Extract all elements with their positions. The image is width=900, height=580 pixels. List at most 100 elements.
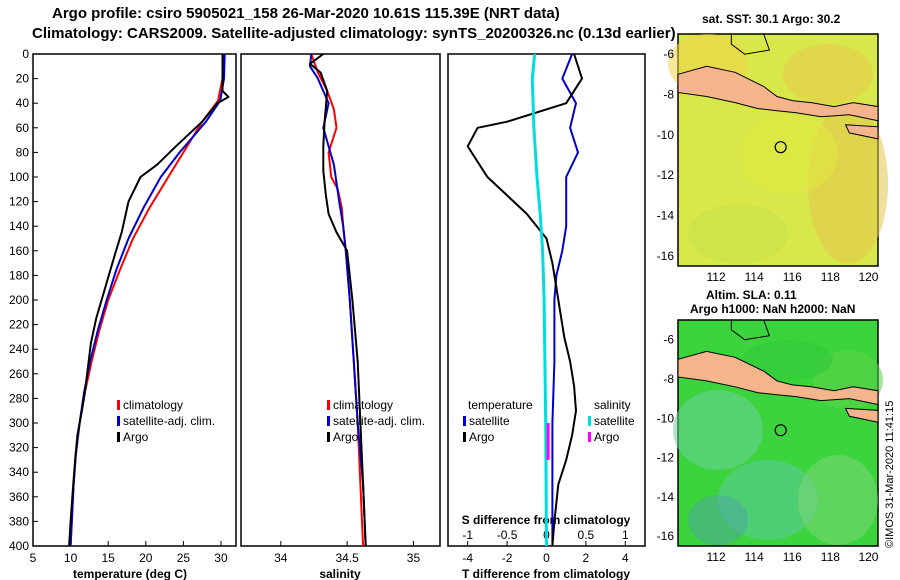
diff-line-t-argo <box>466 53 583 547</box>
sla-map-shade-5 <box>743 340 833 380</box>
depth-tick-label-13: 260 <box>9 367 29 381</box>
temperature-legend-1-label: satellite-adj. clim. <box>123 414 215 428</box>
temperature-xtick-label-3: 20 <box>139 551 153 565</box>
sdiff-xtick-label-0: -1 <box>462 528 473 542</box>
depth-tick-label-0: 0 <box>22 47 29 61</box>
depth-tick-label-12: 240 <box>9 342 29 356</box>
sla-map-shade-2 <box>688 495 748 545</box>
temperature-xlabel: temperature (deg C) <box>73 567 187 580</box>
tdiff-xtick-label-0: -4 <box>462 551 473 565</box>
temperature-legend-1-swatch <box>117 416 120 426</box>
depth-tick-label-10: 200 <box>9 293 29 307</box>
temperature-xtick-label-0: 5 <box>30 551 37 565</box>
sst-map-xtick-label-3: 118 <box>821 270 840 284</box>
figure-title-line1: Argo profile: csiro 5905021_158 26-Mar-2… <box>52 5 560 22</box>
diff-legend-t-satellite-label: satellite <box>469 414 510 428</box>
sst-map-coast-north <box>730 33 771 55</box>
sla-map-argo-marker <box>774 424 787 437</box>
depth-tick-label-18: 360 <box>9 490 29 504</box>
temperature-xtick-label-2: 15 <box>102 551 116 565</box>
sla-map-shade-0 <box>673 390 763 470</box>
depth-tick-label-11: 220 <box>9 318 29 332</box>
temperature-legend-2-label: Argo <box>123 430 149 444</box>
sst-map-shade-4 <box>738 114 838 194</box>
depth-tick-label-19: 380 <box>9 514 29 528</box>
diff-legend-s-argo-label: Argo <box>594 430 620 444</box>
sla-map-title-1: Altim. SLA: 0.11 <box>706 288 797 302</box>
temperature-xtick-label-4: 25 <box>177 551 191 565</box>
sla-map-ytick-label-4: -14 <box>657 490 675 504</box>
salinity-legend-2-label: Argo <box>333 430 359 444</box>
sla-map-land <box>677 350 879 406</box>
salinity-legend-1-swatch <box>327 416 330 426</box>
sst-map-ytick-label-1: -8 <box>663 88 674 102</box>
figure-title-line2: Climatology: CARS2009. Satellite-adjuste… <box>32 25 676 42</box>
sst-map-land <box>677 65 879 122</box>
sst-map-argo-marker <box>774 141 787 154</box>
sst-map-island-sumba <box>844 124 879 140</box>
depth-tick-label-5: 100 <box>9 170 29 184</box>
temperature-line-argo <box>68 54 230 547</box>
sst-map-ytick-label-3: -12 <box>657 168 675 182</box>
depth-tick-label-17: 340 <box>9 465 29 479</box>
sla-map-xtick-label-3: 118 <box>821 550 840 564</box>
sst-map-shade-1 <box>783 44 873 104</box>
sst-map-title: sat. SST: 30.1 Argo: 30.2 <box>702 12 841 26</box>
depth-tick-label-6: 120 <box>9 195 29 209</box>
tdiff-xtick-label-3: 2 <box>583 551 590 565</box>
sst-map-xtick-label-0: 112 <box>707 270 726 284</box>
sdiff-xtick-label-3: 0.5 <box>578 528 595 542</box>
salinity-xtick-label-1: 34.5 <box>335 551 359 565</box>
sla-map-ytick-label-3: -12 <box>657 451 675 465</box>
temperature-xtick-label-1: 10 <box>64 551 78 565</box>
sla-map-shade-3 <box>798 455 878 545</box>
sla-map-ytick-label-2: -10 <box>657 411 675 425</box>
diff-legend-s-satellite-label: satellite <box>594 414 635 428</box>
sla-map-island-sumba <box>844 407 879 423</box>
sst-map-xtick-label-1: 114 <box>745 270 764 284</box>
temperature-panel-frame <box>32 53 237 547</box>
depth-tick-label-4: 80 <box>16 145 30 159</box>
depth-tick-label-15: 300 <box>9 416 29 430</box>
salinity-xlabel: salinity <box>319 567 361 580</box>
salinity-panel-frame <box>240 53 441 547</box>
sst-map-ytick-label-2: -10 <box>657 128 675 142</box>
tdiff-xtick-label-4: 4 <box>622 551 629 565</box>
tdiff-xtick-label-2: 0 <box>543 551 550 565</box>
sst-map-ytick-label-5: -16 <box>657 249 675 263</box>
sla-map-ytick-label-1: -8 <box>663 372 674 386</box>
depth-tick-label-2: 40 <box>16 96 30 110</box>
salinity-xtick-label-0: 34 <box>274 551 288 565</box>
depth-tick-label-8: 160 <box>9 244 29 258</box>
salinity-line-argo <box>309 53 367 547</box>
diff-legend-t-satellite-swatch <box>463 416 466 426</box>
depth-tick-label-7: 140 <box>9 219 29 233</box>
sst-map-xtick-label-4: 120 <box>858 270 878 284</box>
depth-tick-label-9: 180 <box>9 268 29 282</box>
temperature-xtick-label-5: 30 <box>214 551 228 565</box>
sla-map-xtick-label-2: 116 <box>783 550 802 564</box>
depth-tick-label-16: 320 <box>9 441 29 455</box>
salinity-legend-0-swatch <box>327 400 330 410</box>
diff-line-s-satellite <box>530 53 548 547</box>
depth-tick-label-20: 400 <box>9 539 29 553</box>
temperature-legend-0-label: climatology <box>123 398 183 412</box>
diff-legend-s-satellite-swatch <box>588 416 591 426</box>
sst-map-shade-3 <box>688 204 788 264</box>
sla-map-coast-north <box>730 319 771 341</box>
sla-map-ytick-label-5: -16 <box>657 529 675 543</box>
temperature-legend-2-swatch <box>117 432 120 442</box>
diff-legend-t-argo-label: Argo <box>469 430 495 444</box>
diff-legend-temperature-heading: temperature <box>468 398 533 412</box>
depth-tick-label-1: 20 <box>16 72 30 86</box>
tdiff-xlabel: T difference from climatology <box>462 567 630 580</box>
salinity-xtick-label-2: 35 <box>407 551 421 565</box>
salinity-legend-1-label: satellite-adj. clim. <box>333 414 425 428</box>
diff-legend-salinity-heading: salinity <box>594 398 631 412</box>
sdiff-xtick-label-1: -0.5 <box>497 528 518 542</box>
sla-map-xtick-label-0: 112 <box>707 550 726 564</box>
tdiff-xtick-label-1: -2 <box>502 551 513 565</box>
sla-map-xtick-label-1: 114 <box>745 550 764 564</box>
sla-map-title-2: Argo h1000: NaN h2000: NaN <box>690 302 856 316</box>
